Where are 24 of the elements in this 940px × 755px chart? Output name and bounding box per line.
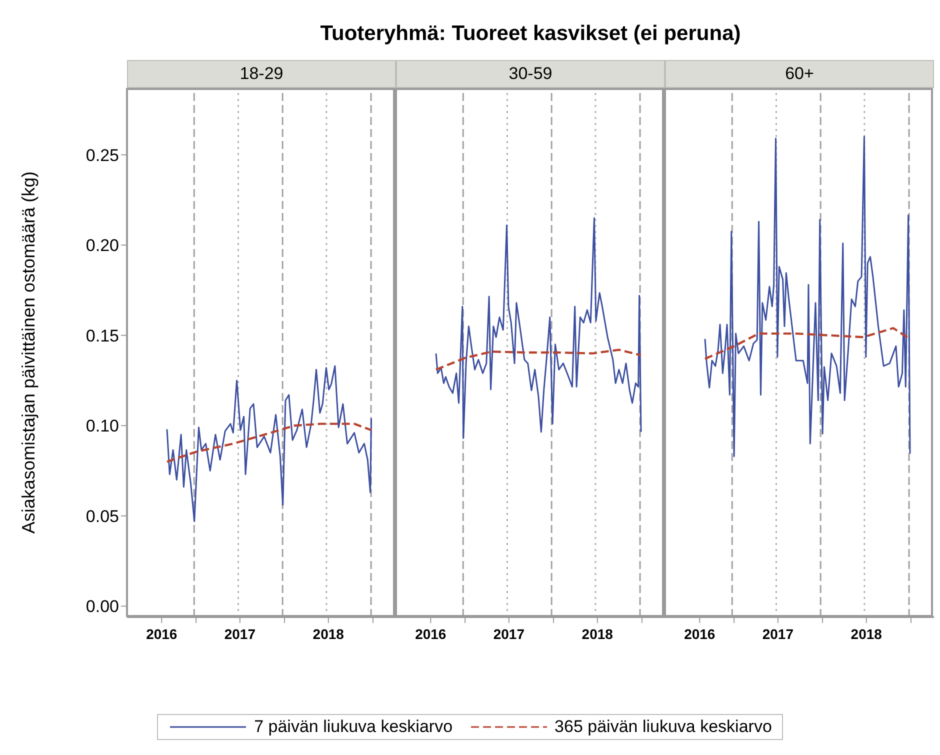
line-series [166, 365, 372, 522]
chart-subtitle: 60+ [665, 60, 934, 88]
chart-subtitle: 30-59 [396, 60, 665, 88]
y-axis-title: Asiakasomistajan päivittäinen ostomäärä (kg) [18, 171, 38, 534]
x-tick-label: 2018 [850, 626, 882, 642]
y-tick-label: 0.20 [86, 236, 119, 256]
text: Tuoteryhmä: Tuoreet kasvikset (ei peruna) [319, 22, 742, 46]
line-series [166, 422, 372, 463]
y-tick-label: 0.15 [86, 326, 119, 346]
y-tick-label: 0.25 [86, 146, 119, 165]
x-tick-label: 2017 [493, 626, 525, 642]
x-tick-label: 2018 [312, 626, 344, 642]
x-tick-label: 2016 [684, 626, 716, 642]
legend-label: 7 päivän liukuva keskiarvo [254, 717, 453, 737]
x-tick-label: 2016 [146, 626, 178, 642]
x-tick-label: 2017 [762, 626, 794, 642]
legend-label: 365 päivän liukuva keskiarvo [554, 717, 772, 737]
y-tick-label: 0.05 [86, 506, 119, 526]
chart-subtitle: 18-29 [127, 60, 396, 88]
x-tick-label: 2017 [224, 626, 256, 642]
y-tick-label: 0.00 [86, 597, 119, 616]
y-tick-label: 0.10 [86, 416, 119, 436]
x-tick-label: 2018 [582, 626, 614, 642]
x-tick-label: 2016 [415, 626, 446, 642]
